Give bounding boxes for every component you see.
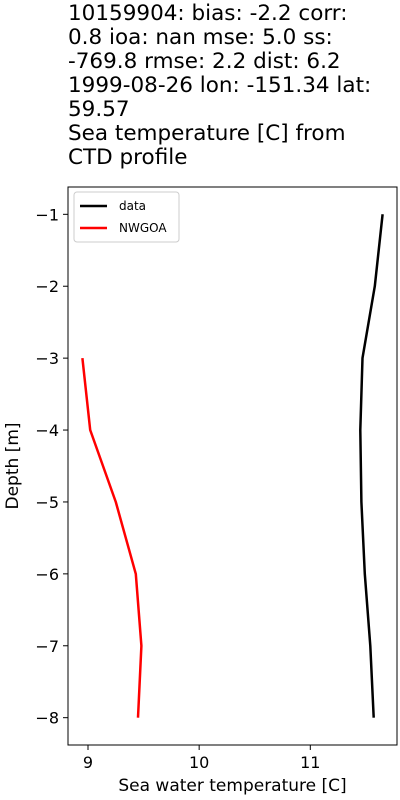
series-line-data — [359, 214, 384, 718]
y-tick-label: −5 — [35, 493, 59, 512]
title-line: -769.8 rmse: 2.2 dist: 6.2 — [68, 49, 341, 74]
y-tick-label: −3 — [35, 349, 59, 368]
y-axis-label: Depth [m] — [3, 422, 23, 509]
y-tick-label: −2 — [35, 277, 59, 296]
legend-label: NWGOA — [119, 221, 167, 235]
legend: data NWGOA — [73, 191, 180, 243]
title-line: CTD profile — [68, 145, 188, 170]
chart-title: 10159904: bias: -2.2 corr: 0.8 ioa: nan … — [68, 2, 398, 170]
legend-box — [73, 191, 180, 243]
y-tick-label: −8 — [35, 709, 59, 728]
plot-frame — [67, 186, 398, 746]
legend-label: data — [119, 199, 146, 213]
title-line: 59.57 — [68, 97, 130, 122]
ticks: 9 10 11 −1 −2 −3 −4 −5 −6 −7 −8 — [35, 205, 320, 772]
y-tick-label: −4 — [35, 421, 59, 440]
x-tick-label: 10 — [189, 753, 209, 772]
series-lines — [81, 214, 384, 718]
y-tick-label: −6 — [35, 565, 59, 584]
x-tick-label: 11 — [300, 753, 320, 772]
title-line: 10159904: bias: -2.2 corr: — [68, 1, 348, 26]
y-tick-label: −1 — [35, 205, 59, 224]
series-line-nwgoa — [81, 357, 143, 718]
title-line: Sea temperature [C] from — [68, 121, 346, 146]
title-line: 1999-08-26 lon: -151.34 lat: — [68, 73, 372, 98]
x-axis-label: Sea water temperature [C] — [118, 776, 346, 796]
x-tick-label: 9 — [83, 753, 93, 772]
y-tick-label: −7 — [35, 637, 59, 656]
title-line: 0.8 ioa: nan mse: 5.0 ss: — [68, 25, 333, 50]
